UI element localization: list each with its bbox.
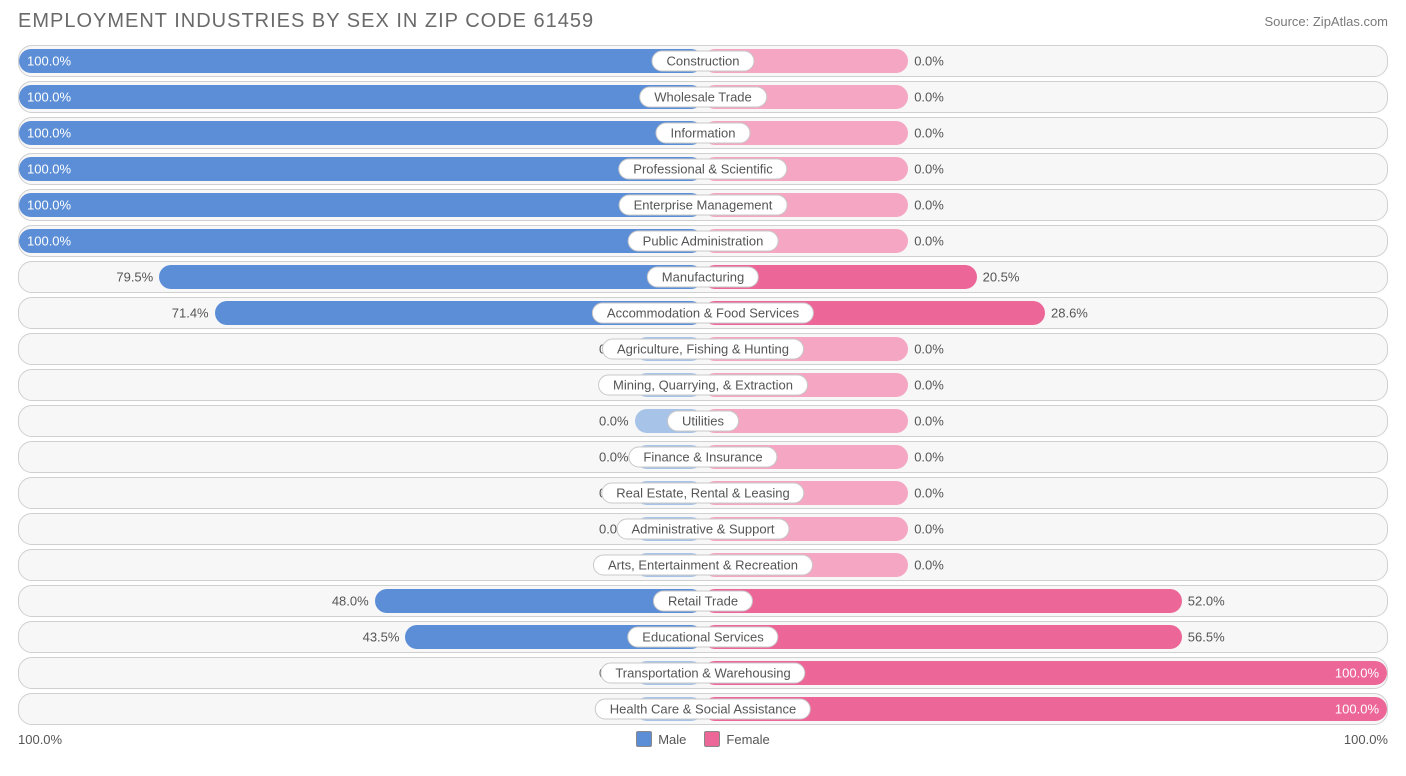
category-label: Educational Services: [627, 627, 778, 648]
chart-header: EMPLOYMENT INDUSTRIES BY SEX IN ZIP CODE…: [18, 10, 1388, 33]
category-label: Manufacturing: [647, 267, 759, 288]
female-value: 0.0%: [914, 162, 944, 177]
male-value: 48.0%: [332, 594, 369, 609]
category-label: Administrative & Support: [616, 519, 789, 540]
category-label: Mining, Quarrying, & Extraction: [598, 375, 808, 396]
chart-row: 0.0%0.0%Real Estate, Rental & Leasing: [18, 477, 1388, 509]
chart-row: 0.0%0.0%Finance & Insurance: [18, 441, 1388, 473]
male-value: 100.0%: [27, 234, 71, 249]
female-value: 0.0%: [914, 54, 944, 69]
chart-row: 43.5% 56.5% Educational Services: [18, 621, 1388, 653]
male-value: 43.5%: [363, 630, 400, 645]
female-value: 0.0%: [914, 234, 944, 249]
female-value: 56.5%: [1188, 630, 1225, 645]
category-label: Professional & Scientific: [618, 159, 787, 180]
chart-row: 0.0%0.0%Administrative & Support: [18, 513, 1388, 545]
legend-swatch-male: [636, 731, 652, 747]
chart-row: 100.0% 0.0% Construction: [18, 45, 1388, 77]
chart-row: 71.4% 28.6% Accommodation & Food Services: [18, 297, 1388, 329]
female-value: 0.0%: [914, 486, 944, 501]
male-bar: [19, 121, 703, 145]
female-value: 0.0%: [914, 198, 944, 213]
male-bar: [19, 85, 703, 109]
category-label: Transportation & Warehousing: [600, 663, 805, 684]
chart-row: 0.0%100.0%Health Care & Social Assistanc…: [18, 693, 1388, 725]
chart-row: 0.0%0.0%Agriculture, Fishing & Hunting: [18, 333, 1388, 365]
category-label: Agriculture, Fishing & Hunting: [602, 339, 804, 360]
male-value: 0.0%: [599, 450, 629, 465]
category-label: Wholesale Trade: [639, 87, 767, 108]
chart-row: 0.0%100.0%Transportation & Warehousing: [18, 657, 1388, 689]
female-value: 20.5%: [983, 270, 1020, 285]
chart-row: 100.0% 0.0% Wholesale Trade: [18, 81, 1388, 113]
category-label: Construction: [652, 51, 755, 72]
diverging-bar-chart: 100.0% 0.0% Construction 100.0% 0.0% Wholesal…: [18, 45, 1388, 725]
chart-source: Source: ZipAtlas.com: [1264, 14, 1388, 29]
female-value: 52.0%: [1188, 594, 1225, 609]
chart-row: 0.0%0.0%Arts, Entertainment & Recreation: [18, 549, 1388, 581]
male-value: 100.0%: [27, 162, 71, 177]
male-bar: [19, 229, 703, 253]
category-label: Information: [655, 123, 750, 144]
chart-row: 79.5% 20.5% Manufacturing: [18, 261, 1388, 293]
male-bar: [159, 265, 703, 289]
chart-row: 48.0% 52.0% Retail Trade: [18, 585, 1388, 617]
category-label: Health Care & Social Assistance: [595, 699, 811, 720]
male-value: 79.5%: [116, 270, 153, 285]
chart-footer: 100.0% Male Female 100.0%: [18, 731, 1388, 747]
female-value: 0.0%: [914, 522, 944, 537]
chart-row: 100.0% 0.0% Information: [18, 117, 1388, 149]
category-label: Finance & Insurance: [628, 447, 777, 468]
legend-item-female: Female: [704, 731, 769, 747]
category-label: Arts, Entertainment & Recreation: [593, 555, 813, 576]
legend-label-male: Male: [658, 732, 686, 747]
category-label: Enterprise Management: [619, 195, 788, 216]
female-value: 0.0%: [914, 90, 944, 105]
female-value: 0.0%: [914, 378, 944, 393]
male-value: 100.0%: [27, 126, 71, 141]
male-bar: [19, 193, 703, 217]
female-bar: [703, 589, 1182, 613]
female-value: 0.0%: [914, 342, 944, 357]
legend: Male Female: [636, 731, 770, 747]
chart-title: EMPLOYMENT INDUSTRIES BY SEX IN ZIP CODE…: [18, 10, 594, 33]
category-label: Retail Trade: [653, 591, 753, 612]
female-value: 0.0%: [914, 414, 944, 429]
male-value: 100.0%: [27, 54, 71, 69]
axis-left-label: 100.0%: [18, 732, 62, 747]
female-value: 0.0%: [914, 558, 944, 573]
legend-item-male: Male: [636, 731, 686, 747]
male-value: 0.0%: [599, 414, 629, 429]
category-label: Public Administration: [628, 231, 779, 252]
female-value: 0.0%: [914, 450, 944, 465]
male-value: 100.0%: [27, 198, 71, 213]
axis-right-label: 100.0%: [1344, 732, 1388, 747]
chart-row: 0.0% 0.0% Utilities: [18, 405, 1388, 437]
male-bar: [19, 157, 703, 181]
female-value: 100.0%: [1335, 702, 1379, 717]
chart-row: 100.0% 0.0% Enterprise Management: [18, 189, 1388, 221]
legend-label-female: Female: [726, 732, 769, 747]
chart-row: 100.0% 0.0% Public Administration: [18, 225, 1388, 257]
female-value: 28.6%: [1051, 306, 1088, 321]
category-label: Real Estate, Rental & Leasing: [601, 483, 804, 504]
category-label: Utilities: [667, 411, 739, 432]
chart-row: 0.0%0.0%Mining, Quarrying, & Extraction: [18, 369, 1388, 401]
legend-swatch-female: [704, 731, 720, 747]
female-value: 100.0%: [1335, 666, 1379, 681]
male-value: 71.4%: [172, 306, 209, 321]
chart-row: 100.0% 0.0% Professional & Scientific: [18, 153, 1388, 185]
male-value: 100.0%: [27, 90, 71, 105]
category-label: Accommodation & Food Services: [592, 303, 814, 324]
female-bar: [703, 661, 1387, 685]
female-value: 0.0%: [914, 126, 944, 141]
male-bar: [19, 49, 703, 73]
